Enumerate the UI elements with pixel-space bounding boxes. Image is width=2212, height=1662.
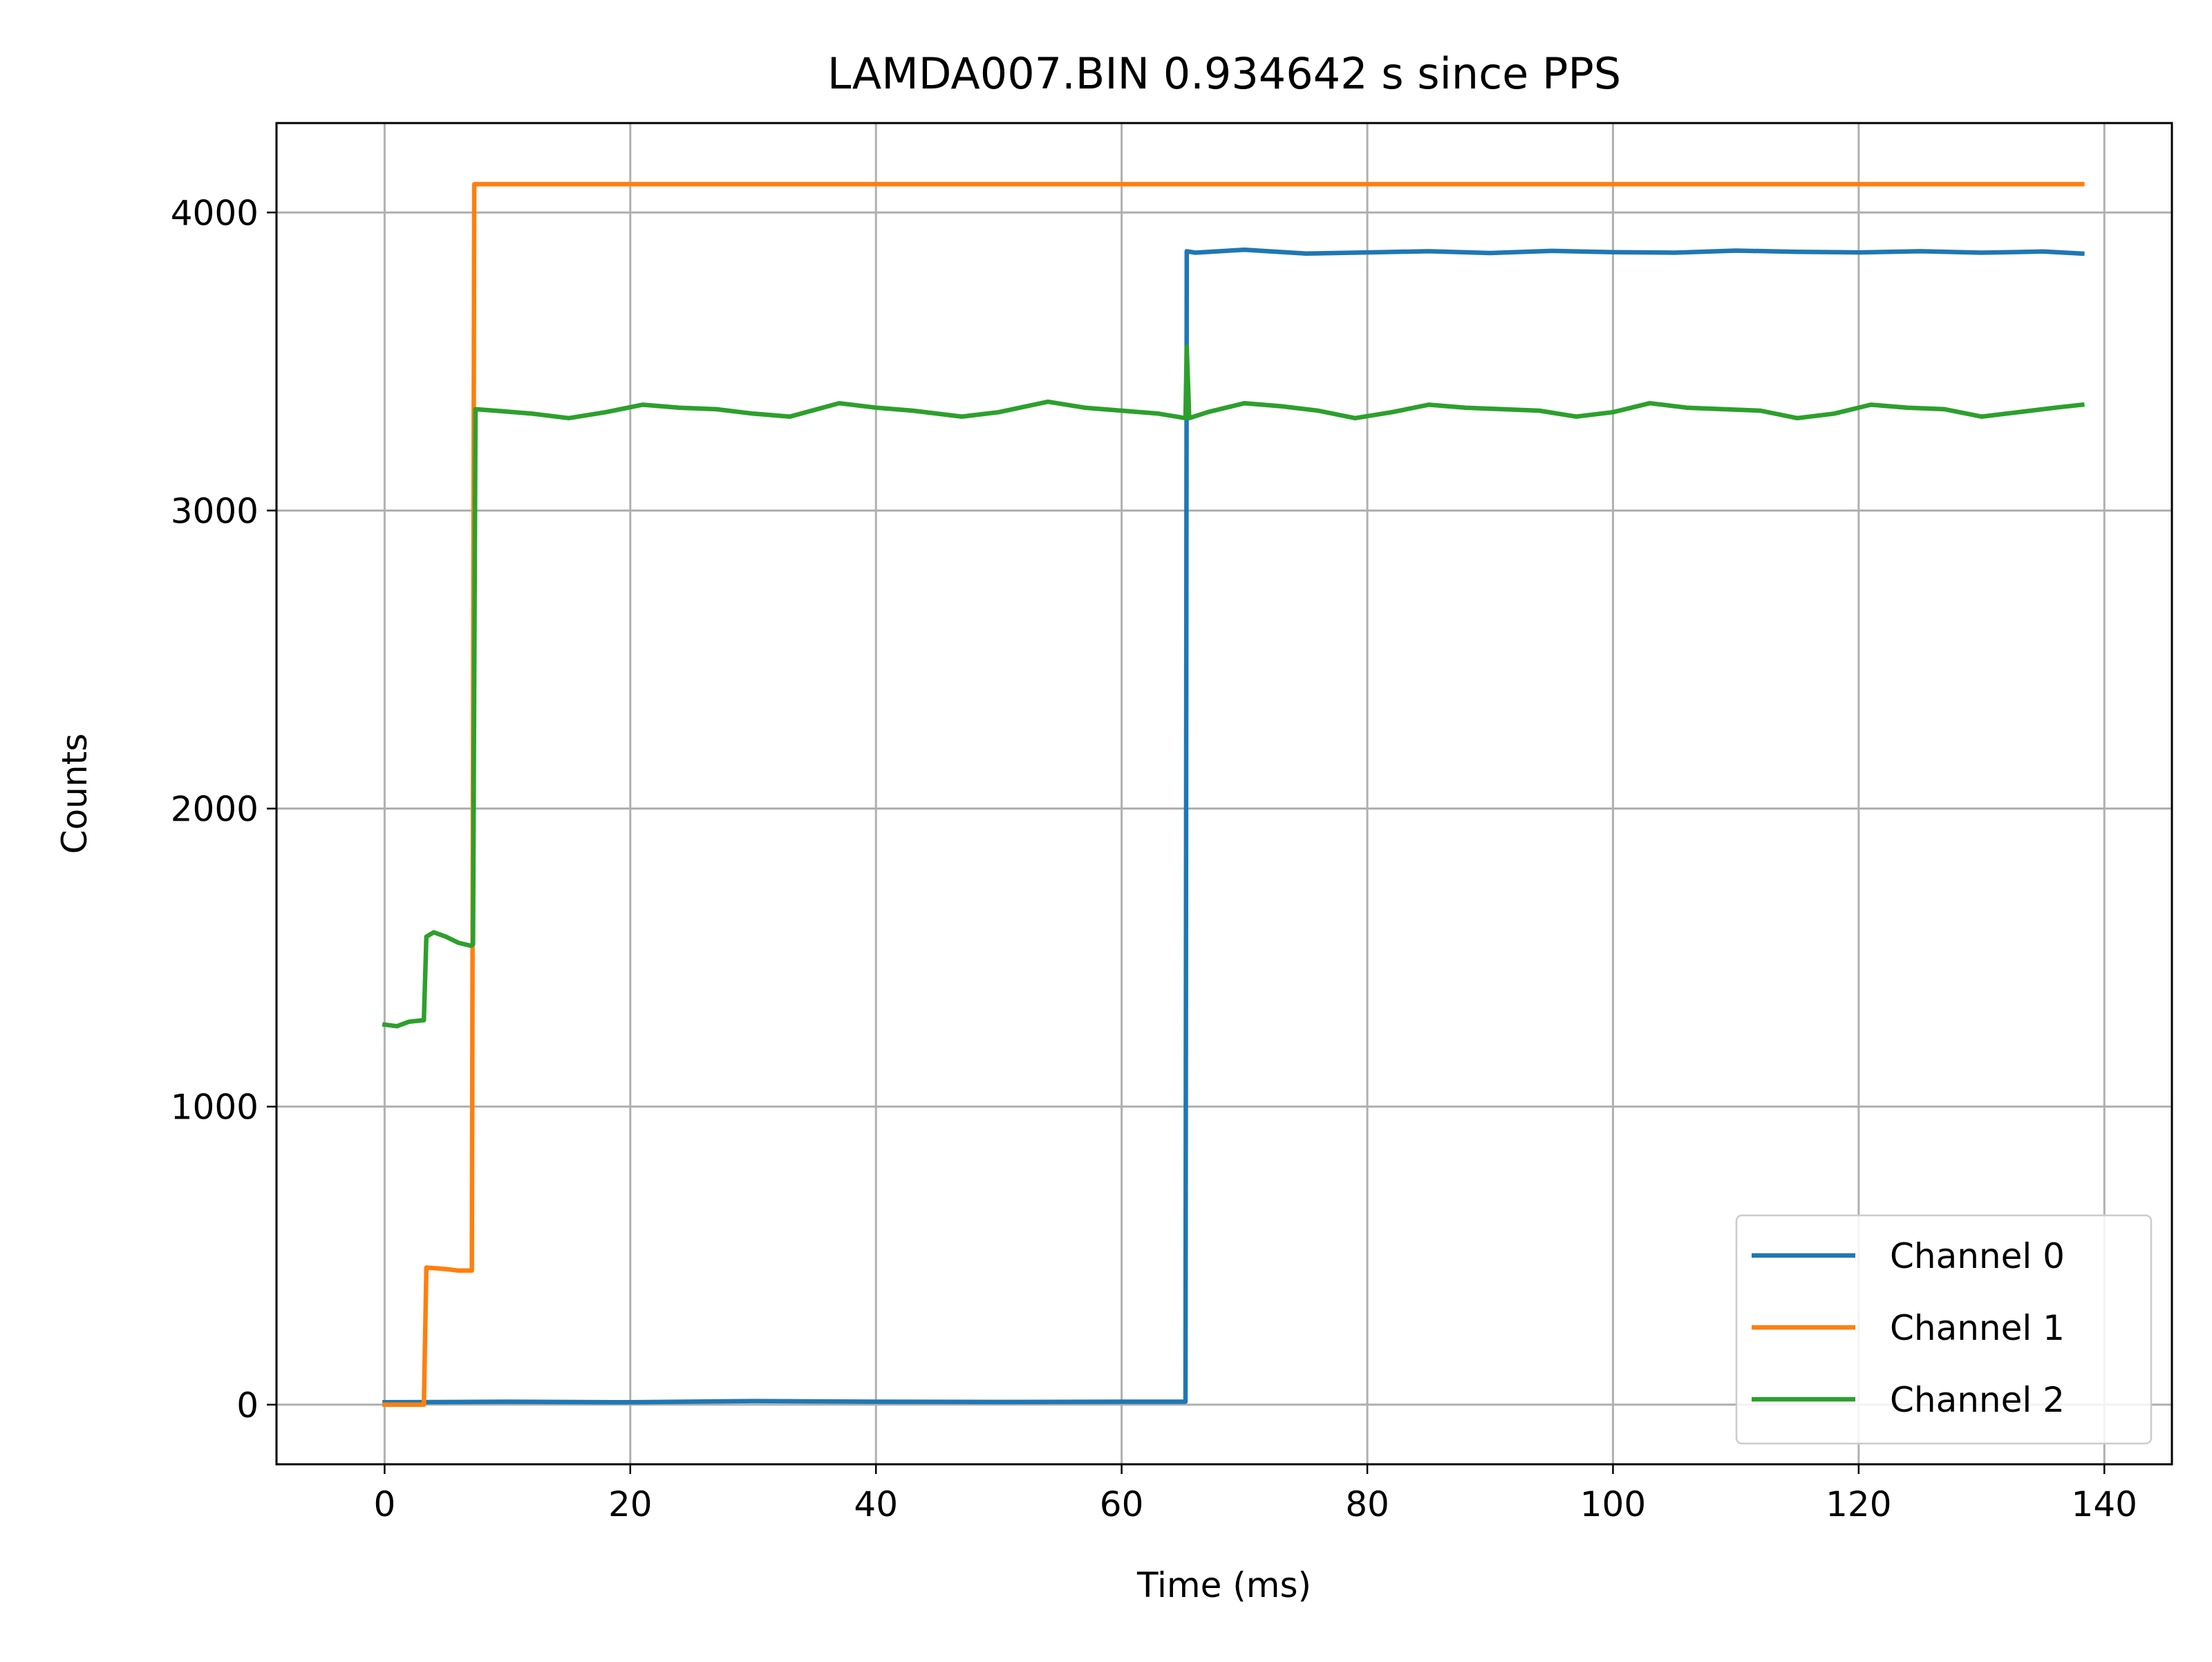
y-tick-label: 2000 <box>171 790 259 830</box>
axis-ticks: 0 20 40 60 80 100 120 140 0 1000 2000 3000 4000 <box>171 193 2137 1524</box>
x-tick-label: 100 <box>1580 1484 1646 1524</box>
y-axis-label: Counts <box>55 734 95 855</box>
grid <box>276 123 2172 1464</box>
y-tick-label: 3000 <box>171 491 259 531</box>
y-tick-label: 0 <box>236 1385 259 1426</box>
y-tick-label: 4000 <box>171 193 259 233</box>
x-tick-label: 120 <box>1826 1484 1891 1524</box>
x-tick-label: 60 <box>1100 1484 1144 1524</box>
plot-frame <box>275 122 2173 1466</box>
series-line-channel-0 <box>382 247 2085 1405</box>
legend-label-channel-2: Channel 2 <box>1890 1380 2065 1420</box>
chart-title: LAMDA007.BIN 0.934642 s since PPS <box>827 48 1621 99</box>
x-tick-label: 40 <box>854 1484 898 1524</box>
legend-label-channel-0: Channel 0 <box>1890 1236 2065 1276</box>
x-tick-label: 0 <box>373 1484 395 1524</box>
x-tick-label: 80 <box>1345 1484 1389 1524</box>
x-tick-label: 20 <box>608 1484 653 1524</box>
x-tick-label: 140 <box>2072 1484 2137 1524</box>
legend-label-channel-1: Channel 1 <box>1890 1308 2065 1348</box>
legend-box <box>1735 1214 2153 1445</box>
y-tick-label: 1000 <box>171 1087 259 1128</box>
series-line-channel-2 <box>382 344 2085 1029</box>
x-axis-label: Time (ms) <box>1136 1565 1311 1605</box>
series-line-channel-1 <box>382 182 2085 1408</box>
legend: Channel 0 Channel 1 Channel 2 <box>1735 1214 2153 1445</box>
series-layer <box>382 182 2085 1408</box>
